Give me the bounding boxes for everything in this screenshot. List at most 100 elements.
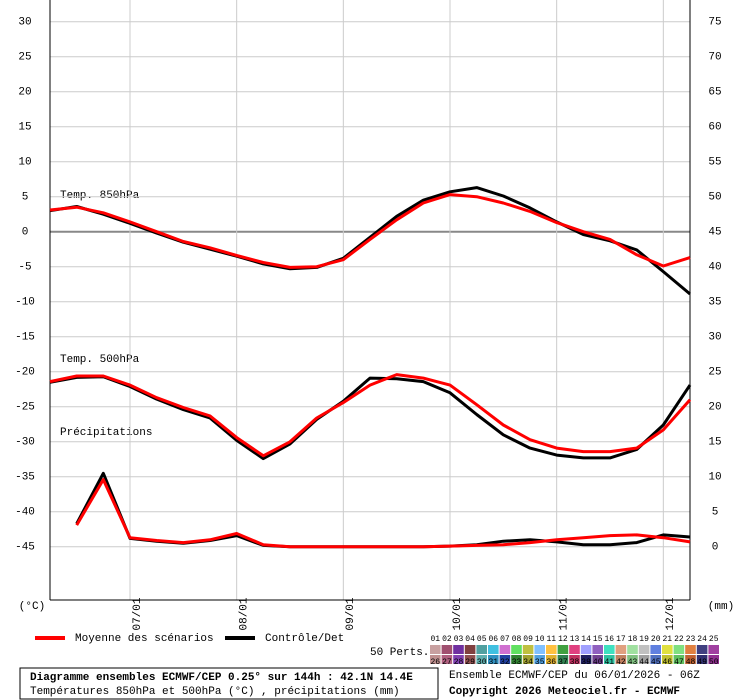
legend-label: Contrôle/Det <box>265 633 344 645</box>
perturbation-swatch <box>696 655 708 664</box>
perturbation-label: 44 <box>639 658 649 667</box>
y2-tick-label: 45 <box>708 227 721 239</box>
perturbation-swatch <box>650 655 661 664</box>
perturbation-swatch <box>604 655 615 664</box>
perturbation-swatch <box>499 655 511 664</box>
footer-title: Diagramme ensembles ECMWF/CEP 0.25° sur … <box>30 672 413 684</box>
y-tick-label: 15 <box>18 122 31 134</box>
x-tick-label: 08/01 <box>239 597 251 630</box>
y2-tick-label: 35 <box>708 297 721 309</box>
perturbation-swatch <box>696 645 708 654</box>
perturbation-swatch <box>488 645 499 654</box>
perturbation-swatch <box>430 655 441 664</box>
perturbation-swatch <box>476 645 487 654</box>
perturbation-swatch <box>534 645 545 654</box>
perturbation-label: 13 <box>570 635 580 644</box>
y-tick-label: -30 <box>15 437 35 449</box>
perturbation-swatch <box>673 645 685 654</box>
y-tick-label: 0 <box>22 227 29 239</box>
annotation: Temp. 850hPa <box>60 190 140 202</box>
perturbation-label: 04 <box>465 635 475 644</box>
perturbation-label: 10 <box>535 635 545 644</box>
y2-tick-label: 55 <box>708 157 721 169</box>
perturbation-label: 20 <box>651 635 661 644</box>
perturbation-label: 25 <box>709 635 719 644</box>
perturbation-swatch <box>685 645 696 654</box>
perturbation-swatch <box>708 645 719 654</box>
perturbation-swatch <box>673 655 685 664</box>
y2-tick-label: 25 <box>708 367 721 379</box>
perturbations-title: 50 Perts. <box>370 647 429 659</box>
y2-tick-label: 40 <box>708 262 721 274</box>
y2-tick-label: 30 <box>708 332 721 344</box>
y2-tick-label: 50 <box>708 192 721 204</box>
perturbation-swatch <box>604 645 615 654</box>
perturbation-label: 42 <box>616 658 626 667</box>
footer-subtitle: Températures 850hPa et 500hPa (°C) , pré… <box>30 686 400 698</box>
perturbation-swatch <box>453 655 464 664</box>
perturbation-label: 22 <box>674 635 684 644</box>
perturbation-label: 23 <box>686 635 696 644</box>
footer-box <box>19 667 439 700</box>
perturbation-swatch <box>592 645 603 654</box>
perturbation-label: 40 <box>593 658 603 667</box>
perturbation-label: 28 <box>454 658 464 667</box>
footer-copyright: Copyright 2026 Meteociel.fr - ECMWF <box>449 686 680 698</box>
perturbation-label: 21 <box>662 635 672 644</box>
y2-tick-label: 15 <box>708 437 721 449</box>
mean-line <box>49 193 691 269</box>
perturbation-swatch <box>499 645 511 654</box>
perturbation-swatch <box>522 655 534 664</box>
perturbation-label: 37 <box>558 658 568 667</box>
y-tick-label: 20 <box>18 87 31 99</box>
perturbation-swatch <box>464 645 476 654</box>
perturbation-label: 11 <box>546 635 556 644</box>
perturbation-swatch <box>441 645 453 654</box>
y2-tick-label: 0 <box>712 542 719 554</box>
y-tick-label: -40 <box>15 507 35 519</box>
y-tick-label: 10 <box>18 157 31 169</box>
y-tick-label: -20 <box>15 367 35 379</box>
perturbation-label: 47 <box>674 658 684 667</box>
mean-line <box>75 478 691 549</box>
perturbation-swatch <box>569 655 580 664</box>
x-tick-label: 07/01 <box>132 597 144 630</box>
perturbation-label: 50 <box>709 658 719 667</box>
y2-tick-label: 20 <box>708 402 721 414</box>
perturbation-swatch <box>441 655 453 664</box>
perturbation-swatch <box>546 645 557 654</box>
y2-tick-label: 70 <box>708 52 721 64</box>
annotation: Précipitations <box>60 427 152 439</box>
perturbation-label: 08 <box>512 635 522 644</box>
perturbation-label: 46 <box>662 658 672 667</box>
perturbation-label: 16 <box>604 635 614 644</box>
perturbation-swatch <box>627 645 638 654</box>
perturbation-swatch <box>557 645 569 654</box>
y2-tick-label: 75 <box>708 17 721 29</box>
perturbation-label: 24 <box>697 635 707 644</box>
perturbation-label: 09 <box>523 635 533 644</box>
perturbation-label: 29 <box>465 658 475 667</box>
perturbation-swatch <box>650 645 661 654</box>
perturbation-swatch <box>615 655 627 664</box>
perturbation-swatch <box>627 655 638 664</box>
y-tick-label: 25 <box>18 52 31 64</box>
perturbation-label: 32 <box>500 658 510 667</box>
y-tick-label: 30 <box>18 17 31 29</box>
y2-tick-label: 5 <box>712 507 719 519</box>
perturbation-label: 36 <box>546 658 556 667</box>
perturbation-label: 33 <box>512 658 522 667</box>
perturbation-label: 27 <box>442 658 452 667</box>
perturbation-label: 26 <box>430 658 440 667</box>
perturbation-label: 17 <box>616 635 626 644</box>
perturbation-label: 15 <box>593 635 603 644</box>
y2-axis-label: (mm) <box>708 601 734 613</box>
perturbation-swatch <box>685 655 696 664</box>
perturbation-swatch <box>708 655 719 664</box>
y2-tick-label: 60 <box>708 122 721 134</box>
perturbation-swatch <box>580 655 592 664</box>
perturbation-swatch <box>662 655 673 664</box>
perturbation-swatch <box>546 655 557 664</box>
